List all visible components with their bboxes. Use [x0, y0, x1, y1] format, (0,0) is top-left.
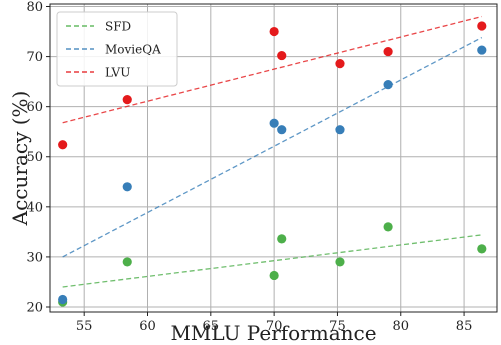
point-movieqa [58, 294, 68, 305]
point-sfd [335, 257, 345, 267]
y-tick-label: 20 [26, 300, 43, 315]
point-movieqa [383, 80, 393, 90]
point-sfd [477, 244, 487, 254]
y-axis-label: Accuracy (%) [8, 91, 32, 227]
y-tick-label: 50 [26, 150, 43, 165]
x-tick-label: 85 [456, 319, 473, 334]
x-axis-label: MMLU Performance [170, 321, 376, 345]
point-sfd [269, 270, 279, 281]
point-sfd [122, 257, 132, 267]
legend-label-movieqa: MovieQA [105, 43, 161, 57]
x-tick-label: 70 [266, 319, 283, 334]
x-ticks: 55 60 65 70 75 80 85 [76, 312, 472, 334]
point-movieqa [269, 118, 279, 128]
y-ticks: 20 30 40 50 60 70 80 [26, 0, 50, 315]
trend-line-lvu [62, 15, 482, 124]
trend-line-sfd [62, 234, 482, 288]
x-tick-label: 55 [76, 319, 93, 334]
x-tick-label: 65 [203, 319, 220, 334]
y-tick-label: 80 [26, 0, 43, 15]
grid [50, 4, 497, 312]
x-tick-label: 75 [329, 319, 346, 334]
trend-line-movieqa [62, 36, 483, 258]
point-lvu [335, 58, 345, 69]
point-sfd [277, 234, 287, 244]
point-movieqa [477, 45, 487, 55]
point-lvu [277, 50, 287, 61]
legend-box [56, 11, 178, 87]
point-lvu [383, 46, 393, 57]
point-movieqa [335, 125, 345, 135]
point-sfd [383, 222, 393, 232]
trend-lines [62, 15, 483, 288]
legend-label-lvu: LVU [105, 66, 130, 80]
y-tick-label: 30 [26, 250, 43, 265]
data-points [58, 21, 487, 307]
plot-frame [49, 3, 498, 313]
point-movieqa [277, 125, 287, 135]
y-tick-label: 60 [26, 100, 43, 115]
x-tick-label: 80 [392, 319, 409, 334]
point-lvu [58, 140, 68, 150]
point-lvu [122, 95, 132, 105]
point-lvu [477, 21, 487, 31]
point-lvu [269, 26, 279, 37]
legend: SFD MovieQA LVU [56, 11, 178, 87]
point-movieqa [122, 182, 132, 192]
y-tick-label: 70 [26, 50, 43, 65]
x-tick-label: 60 [139, 319, 156, 334]
legend-label-sfd: SFD [105, 20, 131, 34]
y-tick-label: 40 [26, 200, 43, 215]
